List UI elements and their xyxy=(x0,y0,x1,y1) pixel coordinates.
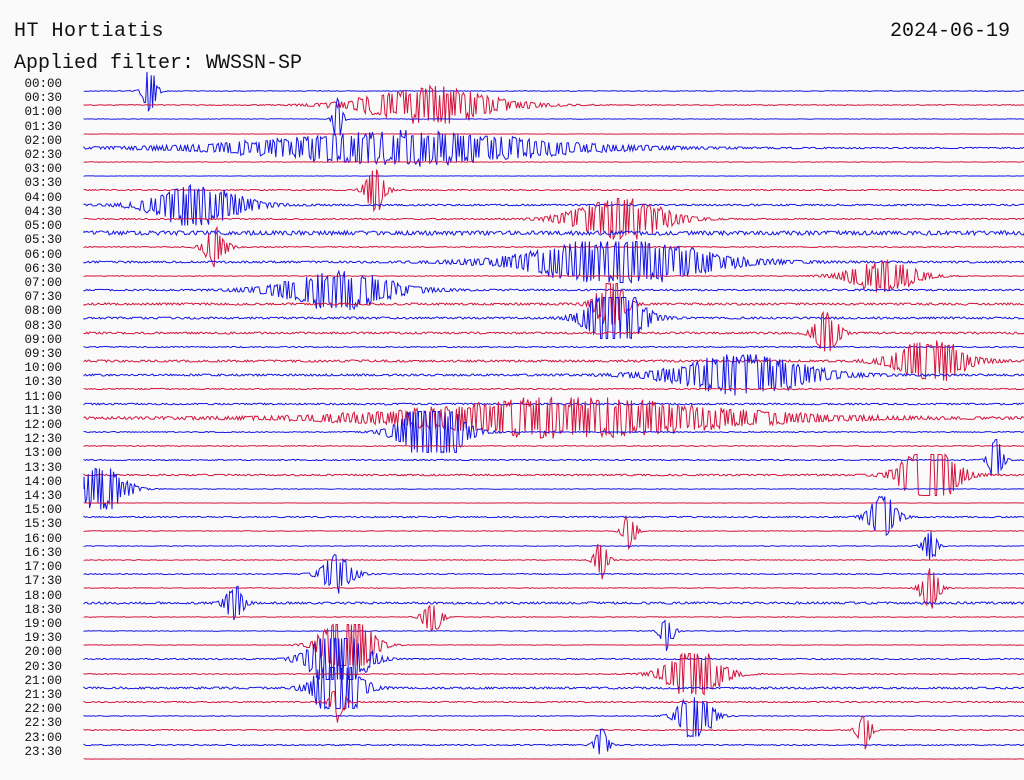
row-time-label: 23:00 xyxy=(0,731,62,745)
row-time-label: 08:30 xyxy=(0,319,62,333)
row-time-label: 16:30 xyxy=(0,546,62,560)
row-time-label: 03:30 xyxy=(0,176,62,190)
row-time-label: 13:30 xyxy=(0,461,62,475)
helicorder-row-23-30: 23:30 xyxy=(84,752,1024,766)
row-time-label: 18:30 xyxy=(0,603,62,617)
helicorder-chart[interactable]: 00:00 00:30 01:00 01:30 02:00 02:30 03:00 03:30… xyxy=(84,84,1024,766)
row-time-label: 07:30 xyxy=(0,290,62,304)
row-time-label: 16:00 xyxy=(0,532,62,546)
row-time-label: 15:30 xyxy=(0,517,62,531)
row-time-label: 11:00 xyxy=(0,390,62,404)
row-time-label: 10:30 xyxy=(0,375,62,389)
row-time-label: 05:30 xyxy=(0,233,62,247)
row-time-label: 22:30 xyxy=(0,716,62,730)
row-time-label: 21:30 xyxy=(0,688,62,702)
row-time-label: 00:30 xyxy=(0,91,62,105)
row-time-label: 12:30 xyxy=(0,432,62,446)
row-time-label: 01:30 xyxy=(0,120,62,134)
row-time-label: 15:00 xyxy=(0,503,62,517)
row-time-label: 05:00 xyxy=(0,219,62,233)
row-time-label: 09:30 xyxy=(0,347,62,361)
row-time-label: 02:30 xyxy=(0,148,62,162)
row-time-label: 06:00 xyxy=(0,248,62,262)
row-time-label: 14:00 xyxy=(0,475,62,489)
row-time-label: 04:00 xyxy=(0,191,62,205)
row-time-label: 02:00 xyxy=(0,134,62,148)
station-title: HT Hortiatis xyxy=(14,20,164,43)
row-time-label: 19:30 xyxy=(0,631,62,645)
row-time-label: 01:00 xyxy=(0,105,62,119)
row-time-label: 08:00 xyxy=(0,304,62,318)
row-time-label: 03:00 xyxy=(0,162,62,176)
row-time-label: 18:00 xyxy=(0,589,62,603)
row-time-label: 17:00 xyxy=(0,560,62,574)
row-time-label: 22:00 xyxy=(0,702,62,716)
row-time-label: 17:30 xyxy=(0,574,62,588)
row-time-label: 14:30 xyxy=(0,489,62,503)
row-time-label: 20:00 xyxy=(0,645,62,659)
trace-waveform xyxy=(84,738,1024,780)
row-time-label: 00:00 xyxy=(0,77,62,91)
row-time-label: 20:30 xyxy=(0,660,62,674)
row-time-label: 23:30 xyxy=(0,745,62,759)
row-time-label: 13:00 xyxy=(0,446,62,460)
row-time-label: 07:00 xyxy=(0,276,62,290)
row-time-label: 19:00 xyxy=(0,617,62,631)
seismograph-page: HT Hortiatis 2024-06-19 Applied filter: … xyxy=(0,0,1024,780)
row-time-label: 21:00 xyxy=(0,674,62,688)
record-date: 2024-06-19 xyxy=(890,20,1010,43)
row-time-label: 11:30 xyxy=(0,404,62,418)
row-time-label: 10:00 xyxy=(0,361,62,375)
row-time-label: 12:00 xyxy=(0,418,62,432)
row-time-label: 09:00 xyxy=(0,333,62,347)
row-time-label: 06:30 xyxy=(0,262,62,276)
row-time-label: 04:30 xyxy=(0,205,62,219)
